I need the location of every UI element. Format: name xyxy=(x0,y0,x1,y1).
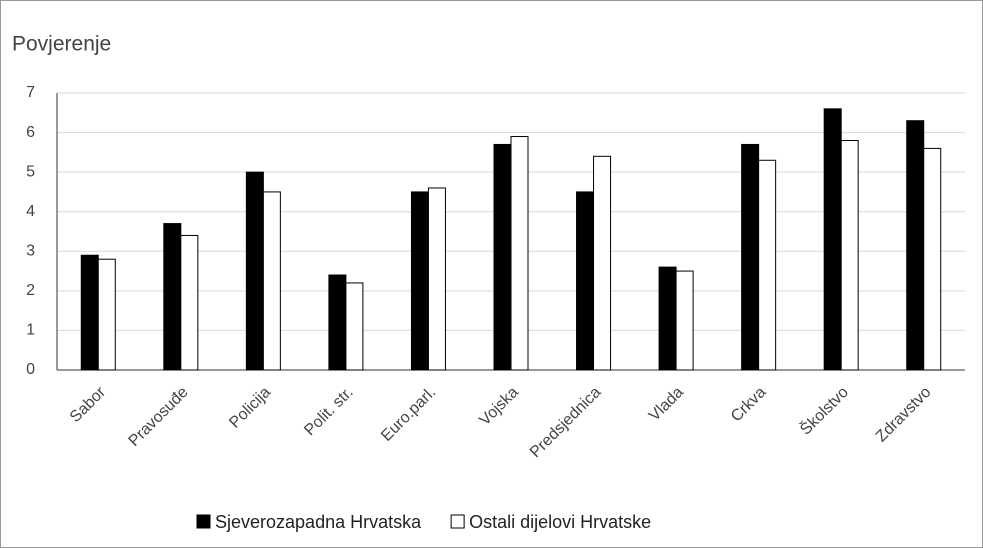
legend-swatch xyxy=(196,514,211,529)
bar xyxy=(658,266,677,371)
bar xyxy=(923,147,942,371)
bar xyxy=(345,282,364,371)
bar xyxy=(510,136,529,371)
chart-title: Povjerenje xyxy=(12,33,111,56)
y-tick-label: 5 xyxy=(26,163,35,180)
y-tick-label: 2 xyxy=(26,282,35,299)
bar xyxy=(906,120,925,371)
bar xyxy=(741,143,760,371)
bar xyxy=(576,191,595,371)
y-tick-label: 6 xyxy=(26,124,35,141)
bar xyxy=(493,143,512,371)
bar xyxy=(410,191,429,371)
bar xyxy=(163,223,182,371)
bar xyxy=(823,108,842,371)
bar xyxy=(758,159,777,371)
bar xyxy=(180,234,199,371)
bar xyxy=(675,270,694,371)
bar xyxy=(245,171,264,371)
y-tick-label: 3 xyxy=(26,243,35,260)
y-tick-label: 4 xyxy=(26,203,35,220)
y-tick-label: 1 xyxy=(26,322,35,339)
y-tick-label: 0 xyxy=(26,361,35,378)
y-tick-label: 7 xyxy=(26,84,35,101)
bar xyxy=(97,258,116,371)
bar xyxy=(80,254,99,371)
legend-label: Sjeverozapadna Hrvatska xyxy=(215,512,422,532)
bar xyxy=(840,139,859,371)
legend-swatch xyxy=(450,514,465,529)
bar xyxy=(593,155,612,371)
bar xyxy=(328,274,347,371)
bar xyxy=(262,191,281,371)
bar xyxy=(427,187,446,371)
legend-label: Ostali dijelovi Hrvatske xyxy=(469,512,651,532)
